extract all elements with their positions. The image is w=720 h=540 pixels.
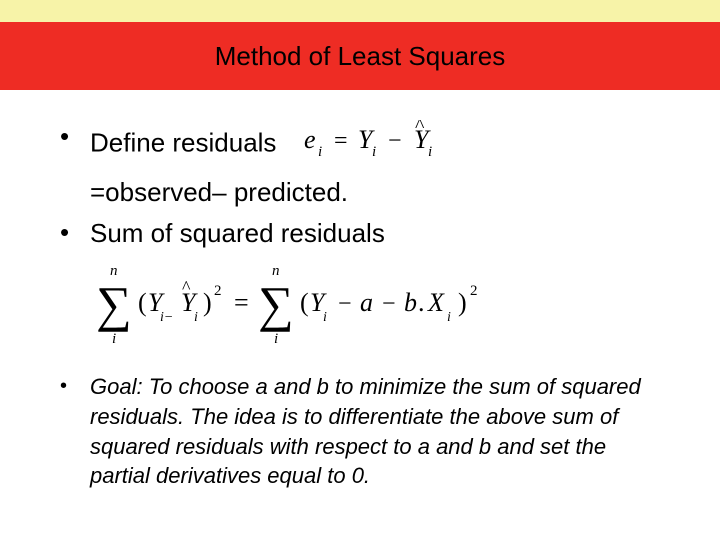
sigma-2-top: n bbox=[272, 263, 280, 279]
Y-a-sub: i− bbox=[160, 310, 173, 325]
sigma-1: ∑ bbox=[96, 276, 132, 332]
Yhat-a-sub: i bbox=[194, 310, 198, 325]
b-var: b bbox=[404, 288, 417, 317]
page-title: Method of Least Squares bbox=[215, 41, 506, 72]
top-accent-bar bbox=[0, 0, 720, 22]
f-minus: − bbox=[388, 128, 402, 154]
sigma-1-bot: i bbox=[112, 331, 116, 347]
sq2: 2 bbox=[470, 283, 478, 299]
rp2: ) bbox=[458, 288, 467, 317]
lp1: ( bbox=[138, 288, 147, 317]
f-e-sub: i bbox=[318, 144, 322, 160]
X-sub: i bbox=[447, 310, 451, 325]
content-area: • Define residuals e i = Y i − Y ^ i =ob… bbox=[0, 90, 720, 511]
minus-b: − bbox=[382, 291, 396, 317]
f-Y2-sub: i bbox=[428, 144, 432, 160]
lp2: ( bbox=[300, 288, 309, 317]
bullet-1-prefix: Define residuals bbox=[90, 127, 276, 157]
f-hat: ^ bbox=[415, 120, 425, 137]
bullet-3-text: Goal: To choose a and b to minimize the … bbox=[90, 372, 660, 491]
bullet-marker: • bbox=[60, 216, 90, 250]
f-eq: = bbox=[334, 128, 348, 154]
formula-ssr: ∑ n i ( Y i− Y ^ i ) 2 = ∑ n i ( Y i − a… bbox=[60, 263, 660, 352]
bullet-marker: • bbox=[60, 120, 90, 154]
formula-residual-def: e i = Y i − Y ^ i bbox=[302, 120, 482, 169]
bullet-1-text: Define residuals e i = Y i − Y ^ i bbox=[90, 120, 482, 169]
title-band: Method of Least Squares bbox=[0, 22, 720, 90]
eq2: = bbox=[234, 288, 249, 317]
f-Y1-sub: i bbox=[372, 144, 376, 160]
X-var: X bbox=[427, 288, 445, 317]
sq1: 2 bbox=[214, 283, 222, 299]
hat-a: ^ bbox=[182, 277, 191, 297]
a-var: a bbox=[360, 288, 373, 317]
f-e: e bbox=[304, 125, 316, 154]
sigma-1-top: n bbox=[110, 263, 118, 279]
bullet-1: • Define residuals e i = Y i − Y ^ i bbox=[60, 120, 660, 169]
rp1: ) bbox=[203, 288, 212, 317]
bullet-1-line2: =observed– predicted. bbox=[60, 175, 660, 210]
bullet-2: • Sum of squared residuals bbox=[60, 216, 660, 251]
dot: . bbox=[418, 288, 425, 317]
Y-b-sub: i bbox=[323, 310, 327, 325]
bullet-2-text: Sum of squared residuals bbox=[90, 216, 385, 251]
sigma-2-bot: i bbox=[274, 331, 278, 347]
minus-a: − bbox=[338, 291, 352, 317]
bullet-marker: • bbox=[60, 372, 90, 400]
sigma-2: ∑ bbox=[258, 276, 294, 332]
bullet-3: • Goal: To choose a and b to minimize th… bbox=[60, 372, 660, 491]
